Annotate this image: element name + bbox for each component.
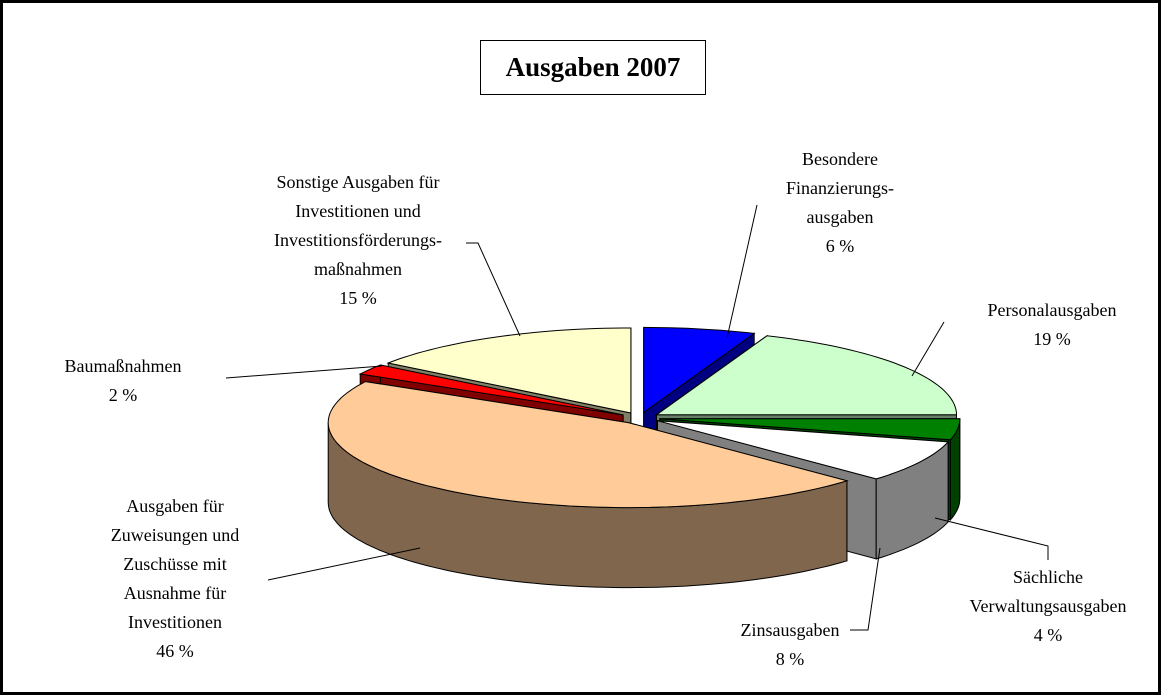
slice — [657, 420, 950, 480]
slice — [327, 381, 849, 509]
category-label: Sächliche Verwaltungsausgaben — [969, 567, 1127, 616]
slice — [386, 327, 632, 414]
category-label: Zinsausgaben — [740, 620, 840, 640]
leader-line — [911, 321, 945, 377]
slice-label: Zinsausgaben 8 % — [741, 616, 840, 674]
leader-line — [934, 517, 1049, 560]
category-label: Sonstige Ausgaben für Investitionen und … — [274, 172, 442, 279]
category-label: Besondere Finanzierungs- ausgaben — [786, 149, 894, 227]
slice — [643, 326, 756, 414]
chart-title: Ausgaben 2007 — [480, 40, 706, 95]
value-label: 2 % — [108, 385, 138, 405]
slice-label: Sächliche Verwaltungsausgaben 4 % — [970, 563, 1127, 650]
leader-line — [850, 547, 881, 631]
leader-line — [726, 204, 758, 339]
slice-label: Baumaßnahmen 2 % — [65, 352, 182, 410]
value-label: 4 % — [1033, 625, 1063, 645]
value-label: 15 % — [339, 288, 377, 308]
category-label: Ausgaben für Zuweisungen und Zuschüsse m… — [110, 496, 240, 632]
category-label: Personalausgaben — [987, 300, 1117, 320]
value-label: 46 % — [156, 641, 194, 661]
leader-line — [225, 365, 383, 379]
leader-line — [466, 242, 521, 337]
value-label: 8 % — [775, 649, 805, 669]
slice-label: Besondere Finanzierungs- ausgaben 6 % — [786, 145, 894, 261]
value-label: 19 % — [1033, 329, 1071, 349]
category-label: Baumaßnahmen — [64, 356, 182, 376]
slice — [654, 335, 958, 416]
slice-label: Personalausgaben 19 % — [988, 296, 1117, 354]
slice-label: Sonstige Ausgaben für Investitionen und … — [274, 168, 442, 313]
leader-line — [267, 547, 421, 581]
value-label: 6 % — [825, 236, 855, 256]
slice — [358, 364, 624, 416]
slice — [659, 418, 961, 441]
slice-label: Ausgaben für Zuweisungen und Zuschüsse m… — [111, 492, 239, 666]
